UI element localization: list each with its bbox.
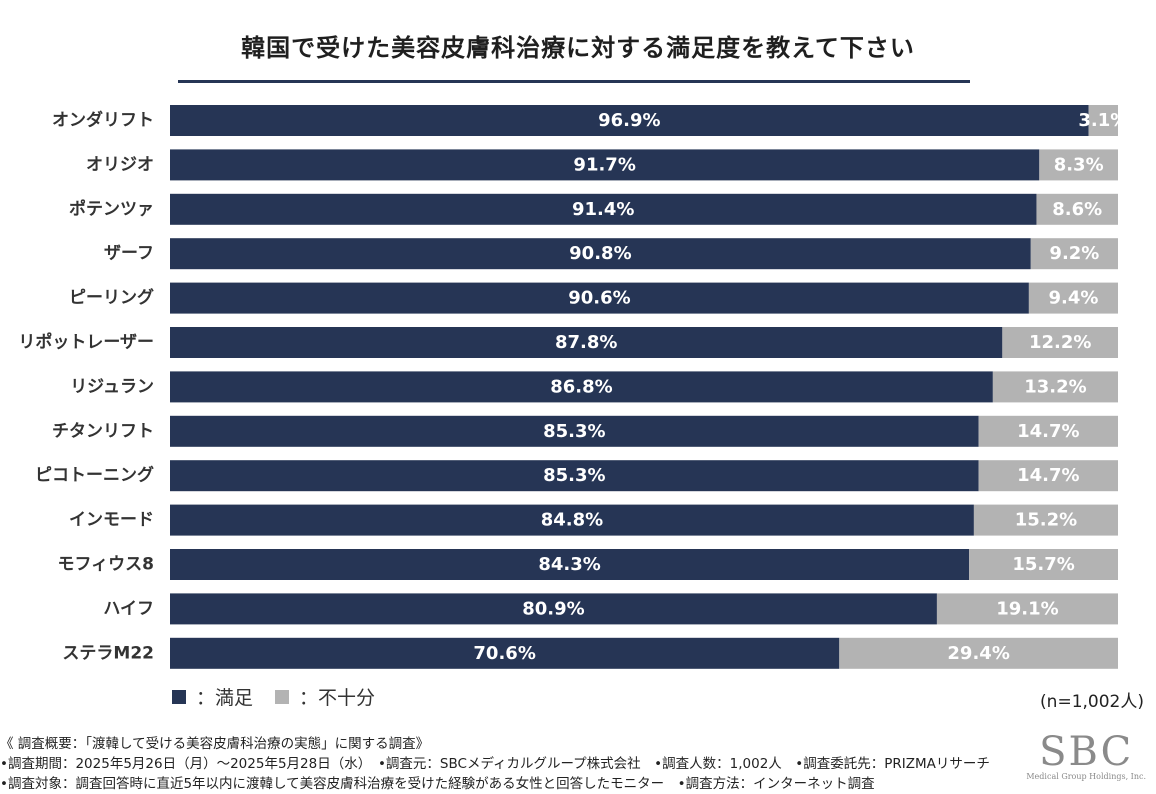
category-label: リポットレーザー: [18, 332, 154, 353]
data-label-insufficient: 19.1%: [996, 598, 1058, 619]
sbc-logo: SBC Medical Group Holdings, Inc.: [1026, 732, 1146, 782]
bar-insufficient: [992, 371, 1118, 403]
data-label-satisfied: 91.4%: [572, 199, 634, 220]
category-label: オンダリフト: [52, 110, 154, 131]
bar-insufficient: [1028, 282, 1118, 314]
footnote-line: •調査対象：調査回答時に直近5年以内に渡韓して美容皮膚科治療を受けた経験がある女…: [0, 776, 875, 792]
legend-item-insufficient: ：不十分: [275, 683, 375, 710]
legend: ：満足 ：不十分: [172, 683, 397, 710]
legend-label-insufficient: ：不十分: [299, 687, 376, 709]
data-label-insufficient: 15.2%: [1015, 510, 1077, 531]
bar-satisfied: [170, 549, 970, 580]
category-label: ステラM22: [62, 643, 154, 663]
legend-item-satisfied: ：満足: [172, 683, 253, 710]
stacked-bar-chart: オンダリフト 96.9% 3.1% オリジオ 91.7% 8.3% ポテンツァ 91.4% 8.…: [18, 105, 1128, 669]
category-label: ピーリング: [69, 287, 154, 308]
data-label-satisfied: 70.6%: [473, 643, 535, 664]
data-label-satisfied: 91.7%: [573, 154, 635, 175]
bar-satisfied: [170, 637, 840, 669]
category-label: インモード: [69, 510, 154, 530]
bar-satisfied: [170, 193, 1037, 225]
bar-satisfied: [170, 238, 1031, 270]
bar-satisfied: [170, 282, 1029, 314]
category-label: モフィウス8: [58, 555, 155, 575]
bar-insufficient: [1036, 193, 1118, 225]
category-label: ハイフ: [103, 599, 154, 619]
bar-satisfied: [170, 460, 979, 492]
category-label: ザーフ: [104, 244, 154, 264]
legend-swatch-insufficient: [275, 689, 290, 704]
bar-insufficient: [969, 549, 1118, 580]
data-label-satisfied: 84.3%: [538, 554, 600, 575]
data-label-insufficient: 9.4%: [1048, 288, 1098, 309]
category-label: リジュラン: [70, 377, 154, 397]
data-label-satisfied: 85.3%: [543, 421, 605, 442]
data-label-insufficient: 14.7%: [1017, 465, 1079, 486]
data-label-insufficient: 3.1%: [1078, 110, 1128, 131]
bar-satisfied: [170, 504, 974, 536]
data-label-insufficient: 8.3%: [1054, 154, 1104, 175]
bar-satisfied: [170, 149, 1040, 181]
footnote-line: 《 調査概要：「渡韓して受ける美容皮膚科治療の実態」に関する調査》: [0, 736, 430, 752]
data-label-insufficient: 12.2%: [1029, 332, 1091, 353]
bar-satisfied: [170, 593, 937, 625]
bar-satisfied: [170, 105, 1089, 136]
bar-insufficient: [936, 593, 1118, 625]
data-label-insufficient: 8.6%: [1052, 199, 1102, 220]
data-label-insufficient: 29.4%: [947, 643, 1009, 664]
bar-insufficient: [978, 415, 1118, 447]
data-label-insufficient: 14.7%: [1017, 421, 1079, 442]
bar-satisfied: [170, 371, 993, 403]
data-label-satisfied: 90.8%: [569, 243, 631, 264]
data-label-satisfied: 85.3%: [543, 465, 605, 486]
bar-insufficient: [1030, 238, 1118, 270]
data-label-insufficient: 13.2%: [1024, 376, 1086, 397]
bar-insufficient: [839, 637, 1118, 669]
chart-title: 韓国で受けた美容皮膚科治療に対する満足度を教えて下さい: [241, 34, 915, 62]
footnote-line: •調査期間：2025年5月26日（月）〜2025年5月28日（水） •調査元：S…: [0, 756, 990, 772]
data-label-satisfied: 86.8%: [550, 376, 612, 397]
title-underline: [178, 80, 970, 83]
bar-satisfied: [170, 327, 1003, 358]
sample-size-note: (n=1,002人): [1040, 692, 1144, 712]
category-label: チタンリフト: [52, 421, 154, 441]
legend-swatch-satisfied: [172, 689, 186, 704]
bar-insufficient: [1039, 149, 1118, 181]
survey-footnotes: 《 調査概要：「渡韓して受ける美容皮膚科治療の実態」に関する調査》 •調査期間：…: [0, 734, 990, 794]
data-label-satisfied: 90.6%: [568, 288, 630, 309]
bar-insufficient: [973, 504, 1118, 536]
data-label-satisfied: 87.8%: [555, 332, 617, 353]
legend-label-satisfied: ：満足: [196, 687, 254, 709]
category-label: ピコトーニング: [35, 465, 154, 486]
data-label-satisfied: 96.9%: [598, 110, 660, 131]
category-label: ポテンツァ: [69, 198, 154, 219]
data-label-insufficient: 15.7%: [1012, 554, 1074, 575]
data-label-satisfied: 80.9%: [522, 598, 584, 619]
logo-word: SBC: [1039, 729, 1134, 775]
logo-subtitle: Medical Group Holdings, Inc.: [1026, 772, 1146, 781]
bar-satisfied: [170, 415, 979, 447]
data-label-insufficient: 9.2%: [1049, 243, 1099, 264]
category-label: オリジオ: [86, 155, 154, 175]
bar-insufficient: [1002, 327, 1118, 358]
data-label-satisfied: 84.8%: [541, 510, 603, 531]
bar-insufficient: [1088, 105, 1118, 136]
bar-insufficient: [978, 460, 1118, 492]
